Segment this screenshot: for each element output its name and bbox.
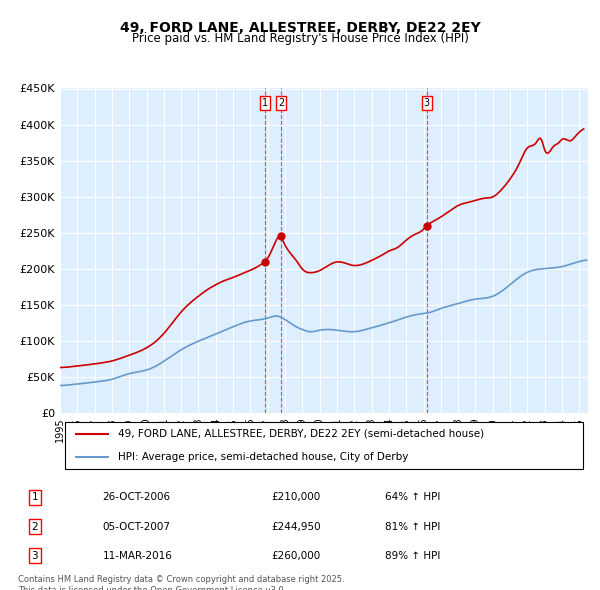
Text: Price paid vs. HM Land Registry's House Price Index (HPI): Price paid vs. HM Land Registry's House … xyxy=(131,32,469,45)
Text: 3: 3 xyxy=(32,551,38,560)
Text: 11-MAR-2016: 11-MAR-2016 xyxy=(103,551,172,560)
Text: 05-OCT-2007: 05-OCT-2007 xyxy=(103,522,170,532)
Text: 49, FORD LANE, ALLESTREE, DERBY, DE22 2EY (semi-detached house): 49, FORD LANE, ALLESTREE, DERBY, DE22 2E… xyxy=(118,429,484,439)
Text: 89% ↑ HPI: 89% ↑ HPI xyxy=(385,551,440,560)
Text: 1: 1 xyxy=(262,98,268,108)
Text: 1: 1 xyxy=(32,493,38,502)
Text: 81% ↑ HPI: 81% ↑ HPI xyxy=(385,522,440,532)
Text: 3: 3 xyxy=(424,98,430,108)
Text: 2: 2 xyxy=(278,98,284,108)
Text: £260,000: £260,000 xyxy=(272,551,321,560)
FancyBboxPatch shape xyxy=(65,421,583,470)
Text: 49, FORD LANE, ALLESTREE, DERBY, DE22 2EY: 49, FORD LANE, ALLESTREE, DERBY, DE22 2E… xyxy=(119,21,481,35)
Text: Contains HM Land Registry data © Crown copyright and database right 2025.
This d: Contains HM Land Registry data © Crown c… xyxy=(18,575,344,590)
Text: £210,000: £210,000 xyxy=(272,493,321,502)
Text: £244,950: £244,950 xyxy=(272,522,322,532)
Text: 64% ↑ HPI: 64% ↑ HPI xyxy=(385,493,440,502)
Text: HPI: Average price, semi-detached house, City of Derby: HPI: Average price, semi-detached house,… xyxy=(118,452,409,462)
Text: 26-OCT-2006: 26-OCT-2006 xyxy=(103,493,171,502)
Text: 2: 2 xyxy=(32,522,38,532)
